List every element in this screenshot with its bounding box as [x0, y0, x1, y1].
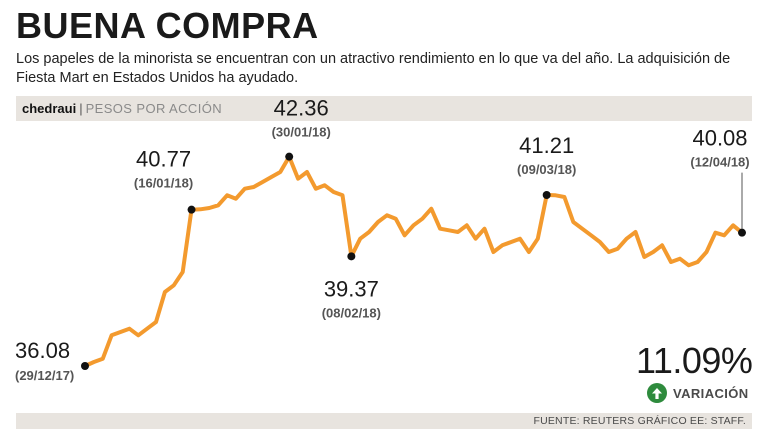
variation-label-text: VARIACIÓN: [673, 385, 749, 401]
arrow-up-icon: [647, 383, 667, 403]
data-point-marker: [81, 362, 89, 370]
annotation-value-label: 39.37: [324, 276, 379, 301]
annotation-date-label: (12/04/18): [690, 155, 749, 170]
annotation-value-label: 36.08: [15, 338, 70, 363]
chart-title: BUENA COMPRA: [16, 5, 319, 46]
annotation-date-label: (08/02/18): [322, 305, 381, 320]
annotation-date-label: (09/03/18): [517, 162, 576, 177]
data-point-marker: [347, 252, 356, 261]
annotation-date-label: (16/01/18): [134, 176, 193, 191]
annotation-date-label: (30/01/18): [272, 125, 331, 140]
annotation-value-label: 40.08: [692, 126, 747, 151]
series-label-bar: chedraui | PESOS POR ACCIÓN: [16, 96, 752, 121]
source-text: FUENTE: REUTERS GRÁFICO EE: STAFF.: [533, 415, 746, 427]
label-separator: |: [79, 101, 83, 116]
annotation-value-label: 41.21: [519, 133, 574, 158]
data-point-marker: [187, 205, 196, 214]
variation-value: 11.09%: [636, 340, 753, 381]
source-bar: FUENTE: REUTERS GRÁFICO EE: STAFF.: [16, 413, 752, 429]
unit-label: PESOS POR ACCIÓN: [85, 101, 223, 116]
chart-subtitle: Los papeles de la minorista se encuentra…: [16, 51, 731, 86]
annotation-date-label: (29/12/17): [15, 368, 74, 383]
annotation-value-label: 42.36: [274, 96, 329, 121]
data-point-marker: [738, 228, 746, 237]
chart-annotations: 36.08 (29/12/17) 40.77 (16/01/18) 42.36 (30/0…: [15, 96, 750, 383]
data-point-marker: [285, 152, 294, 161]
annotation-value-label: 40.77: [136, 147, 191, 172]
variation-label: VARIACIÓN: [647, 382, 749, 404]
company-name: chedraui: [22, 101, 77, 116]
data-point-marker: [542, 191, 551, 199]
